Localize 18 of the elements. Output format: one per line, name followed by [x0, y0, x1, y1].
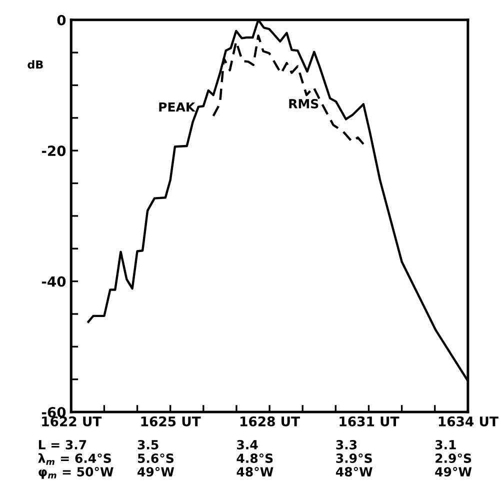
text: 3.5 5.6°S 49°W	[138, 440, 174, 477]
series-label: PEAK	[159, 102, 196, 112]
y-tick-label: 0	[57, 14, 66, 26]
line-series	[212, 34, 365, 146]
text: 3.4 4.8°S 48°W	[236, 440, 274, 477]
y-tick-label: -60	[42, 406, 66, 418]
text: 3.1 2.9°S 49°W	[435, 440, 472, 477]
x-tick-label: 1625 UT	[141, 416, 201, 426]
y-tick-label: -20	[42, 146, 66, 156]
x-tick-label: 1631 UT	[340, 416, 400, 426]
x-tick-label: 1634 UT	[438, 416, 498, 426]
series-label: RMS	[289, 99, 318, 108]
text: 3.3 3.9°S 48°W	[336, 440, 372, 477]
y-tick-label: -40	[42, 276, 66, 287]
text: L = 3.7 λ$_{m}$ = 6.4°S φ$_{m}$ = 50°W	[38, 440, 114, 479]
y-axis-title: dB	[28, 60, 43, 69]
x-tick-label: 1628 UT	[240, 416, 300, 426]
x-tick-label: 1622 UT	[42, 416, 102, 426]
